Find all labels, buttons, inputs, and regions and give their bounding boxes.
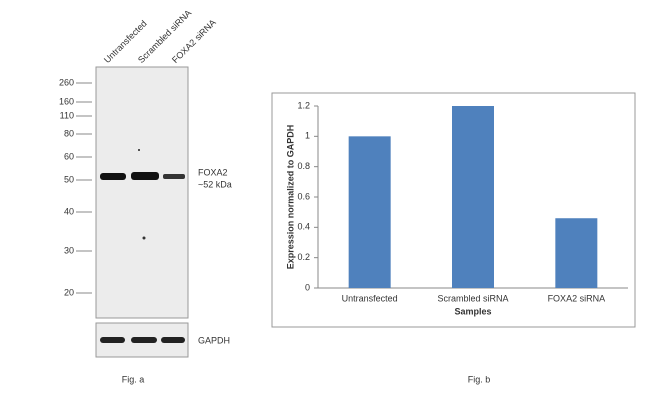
speck (138, 149, 140, 151)
x-axis-title: Samples (454, 306, 491, 316)
x-tick-label: Untransfected (342, 293, 398, 303)
band-label: FOXA2 (198, 167, 228, 177)
band-size: ~52 kDa (198, 179, 232, 189)
caption: Fig. a (122, 374, 145, 384)
y-tick-label: 0 (305, 282, 310, 292)
speck (142, 236, 146, 240)
bar (555, 218, 598, 288)
x-tick-label: FOXA2 siRNA (548, 293, 606, 303)
bar (452, 106, 494, 288)
band (131, 337, 157, 343)
band (100, 337, 125, 343)
marker-label: 50 (64, 174, 74, 184)
caption: Fig. b (468, 374, 491, 384)
marker-label: 60 (64, 151, 74, 161)
y-tick-label: 0.8 (297, 161, 310, 171)
marker-label: 110 (60, 110, 74, 120)
marker-label: 40 (64, 206, 74, 216)
y-tick-label: 1.2 (297, 100, 310, 110)
band (100, 173, 126, 180)
control-label: GAPDH (198, 335, 230, 345)
marker-label: 260 (59, 77, 74, 87)
y-tick-label: 0.2 (297, 252, 310, 262)
marker-label: 160 (59, 96, 74, 106)
band (163, 174, 185, 179)
marker-label: 20 (64, 287, 74, 297)
bar (348, 136, 391, 288)
x-tick-label: Scrambled siRNA (437, 293, 508, 303)
y-axis-title: Expression normalized to GAPDH (285, 125, 295, 270)
blot-membrane (95, 66, 189, 319)
chart-frame (271, 92, 636, 328)
y-tick-label: 0.6 (297, 191, 310, 201)
band (161, 337, 185, 343)
band (131, 172, 159, 180)
marker-label: 80 (64, 128, 74, 138)
y-tick-label: 1 (305, 131, 310, 141)
marker-label: 30 (64, 245, 74, 255)
y-tick-label: 0.4 (297, 222, 310, 232)
